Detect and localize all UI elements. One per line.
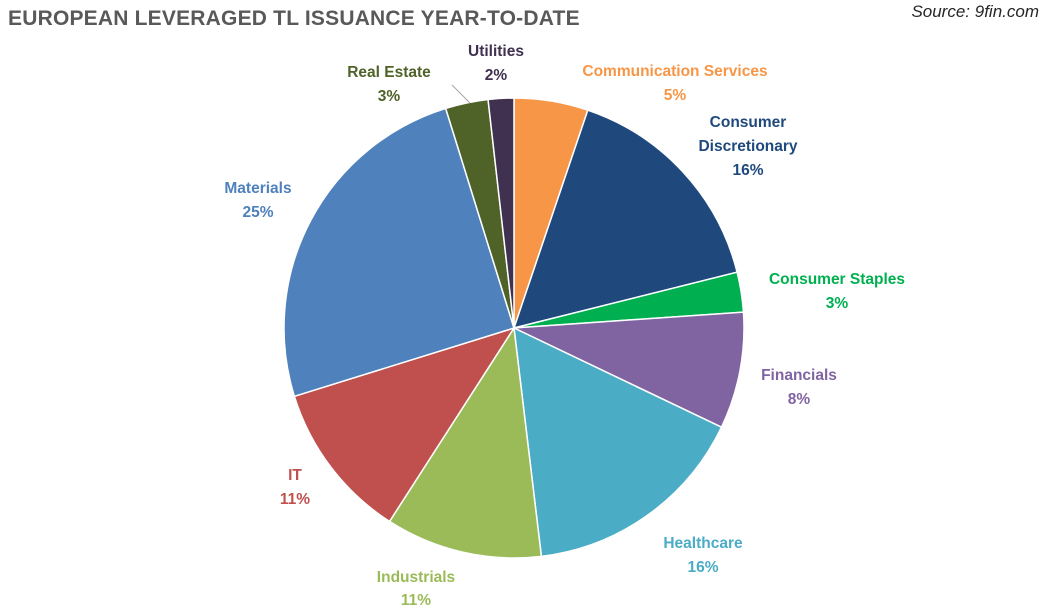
chart-source: Source: 9fin.com	[911, 2, 1039, 21]
slice-name-label-real-estate: Real Estate	[347, 64, 431, 81]
slice-name-label-it: IT	[288, 467, 302, 484]
pie-labels: Communication Services 5% Consumer Discreti…	[224, 43, 905, 609]
slice-name-label-materials: Materials	[224, 180, 291, 197]
slice-value-label-healthcare: 16%	[687, 559, 718, 576]
pie-slice-utilities	[487, 97, 515, 329]
leader-line-real-estate	[451, 84, 471, 104]
slice-name-label-financials: Financials	[761, 367, 837, 384]
slice-value-label-real-estate: 3%	[378, 88, 401, 105]
slice-name-label-industrials: Industrials	[377, 569, 455, 586]
slice-value-label-communication-services: 5%	[664, 87, 687, 104]
slice-value-label-consumer-staples: 3%	[826, 295, 849, 312]
slice-name-label-consumer-discretionary-line-2: Discretionary	[698, 138, 797, 155]
pie-slice-it	[293, 326, 516, 523]
slice-value-label-it: 11%	[280, 491, 310, 508]
pie-slice-financials	[511, 311, 745, 429]
pie-slice-consumer-discretionary	[512, 109, 739, 330]
slice-name-label-consumer-staples: Consumer Staples	[769, 271, 905, 288]
slice-name-label-communication-services: Communication Services	[582, 63, 767, 80]
slice-name-label-utilities: Utilities	[468, 43, 524, 60]
pie-slice-industrials	[388, 325, 543, 559]
pie-slices	[283, 97, 745, 559]
pie-leader-lines	[451, 84, 471, 104]
slice-value-label-consumer-discretionary: 16%	[732, 162, 763, 179]
slice-value-label-utilities: 2%	[485, 67, 508, 84]
chart-title: EUROPEAN LEVERAGED TL ISSUANCE YEAR-TO-D…	[8, 7, 580, 30]
slice-value-label-industrials: 11%	[401, 592, 431, 609]
slice-value-label-materials: 25%	[242, 204, 273, 221]
slice-name-label-healthcare: Healthcare	[663, 535, 743, 552]
slice-name-label-consumer-discretionary-line-1: Consumer	[710, 114, 787, 131]
pie-slice-materials	[283, 107, 515, 398]
slice-value-label-financials: 8%	[788, 391, 811, 408]
pie-slice-healthcare	[513, 326, 723, 558]
